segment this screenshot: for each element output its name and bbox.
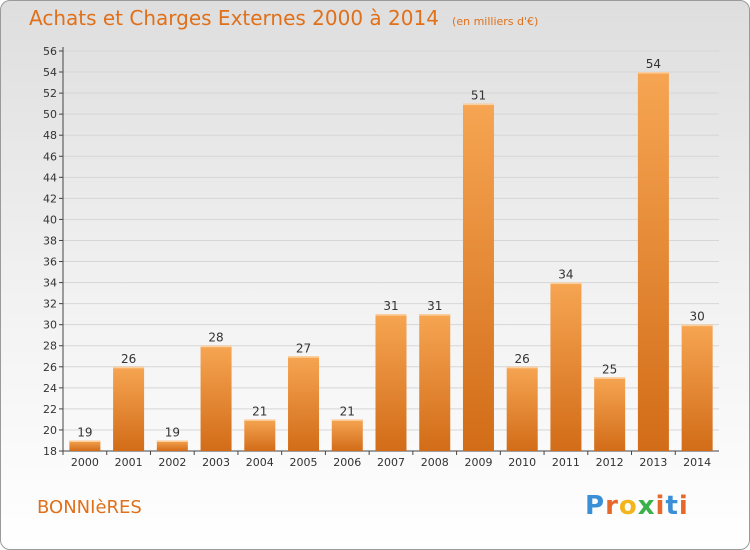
y-tick-label: 18 bbox=[43, 445, 57, 458]
bar-highlight bbox=[506, 366, 538, 369]
y-tick-label: 46 bbox=[43, 150, 57, 163]
bar bbox=[681, 324, 713, 451]
bar bbox=[113, 366, 145, 451]
bar-highlight bbox=[331, 419, 363, 421]
y-tick-label: 36 bbox=[43, 256, 57, 269]
x-tick-labels: 2000 2001 2002 2003 2004 2005 2006 2007 2008 2009… bbox=[71, 456, 711, 469]
bar-value-label: 19 bbox=[165, 425, 180, 439]
bar-highlight bbox=[594, 377, 626, 379]
logo-letter: i bbox=[678, 491, 689, 521]
bar-highlight bbox=[550, 282, 582, 285]
x-tick-label: 2008 bbox=[421, 456, 449, 469]
y-tick-label: 48 bbox=[43, 129, 57, 142]
chart-title: Achats et Charges Externes 2000 à 2014 bbox=[29, 6, 439, 30]
bar bbox=[550, 282, 582, 451]
bar bbox=[156, 440, 188, 451]
x-tick-label: 2003 bbox=[202, 456, 230, 469]
bar-highlight bbox=[462, 103, 494, 106]
bar-highlight bbox=[244, 419, 276, 421]
logo-letter: t bbox=[665, 491, 679, 521]
y-tick-label: 40 bbox=[43, 213, 57, 226]
y-tick-label: 54 bbox=[43, 66, 57, 79]
bar bbox=[288, 356, 320, 451]
bar-highlight bbox=[637, 72, 669, 74]
bar-value-label: 21 bbox=[252, 404, 267, 418]
logo-letter: o bbox=[618, 491, 638, 521]
bar bbox=[506, 366, 538, 451]
logo-letter: r bbox=[605, 491, 619, 521]
x-tick-label: 2010 bbox=[508, 456, 536, 469]
y-tick-label: 26 bbox=[43, 361, 57, 374]
proxiti-logo[interactable]: Proxiti bbox=[585, 491, 689, 521]
bar-highlight bbox=[69, 440, 101, 442]
bar bbox=[375, 314, 407, 451]
bar bbox=[200, 345, 232, 451]
bar-value-label: 28 bbox=[208, 331, 223, 345]
y-tick-label: 24 bbox=[43, 382, 57, 395]
y-tick-label: 34 bbox=[43, 277, 57, 290]
bar bbox=[419, 314, 451, 451]
x-tick-label: 2006 bbox=[333, 456, 361, 469]
y-tick-label: 28 bbox=[43, 340, 57, 353]
bar bbox=[462, 103, 494, 451]
x-tick-label: 2004 bbox=[246, 456, 274, 469]
bar-value-label: 26 bbox=[121, 352, 136, 366]
y-tick-label: 30 bbox=[43, 319, 57, 332]
bar bbox=[244, 419, 276, 451]
logo-letter: x bbox=[637, 491, 656, 521]
bar-highlight bbox=[419, 314, 451, 316]
x-tick-label: 2009 bbox=[464, 456, 492, 469]
y-tick-label: 50 bbox=[43, 108, 57, 121]
y-tick-label: 42 bbox=[43, 192, 57, 205]
x-tick-label: 2005 bbox=[290, 456, 318, 469]
x-tick-label: 2014 bbox=[683, 456, 711, 469]
bar-highlight bbox=[200, 345, 232, 348]
x-tick-label: 2000 bbox=[71, 456, 99, 469]
bar bbox=[69, 440, 101, 451]
bar-value-label: 30 bbox=[689, 310, 704, 324]
city-name: BONNIèRES bbox=[37, 497, 142, 518]
bar-value-label: 27 bbox=[296, 341, 311, 355]
bar-value-label: 26 bbox=[515, 352, 530, 366]
bar-highlight bbox=[113, 366, 145, 369]
y-tick-label: 20 bbox=[43, 424, 57, 437]
bar-value-label: 19 bbox=[77, 425, 92, 439]
x-tick-label: 2012 bbox=[596, 456, 624, 469]
y-tick-label: 32 bbox=[43, 298, 57, 311]
bar-highlight bbox=[288, 356, 320, 358]
x-tick-label: 2001 bbox=[115, 456, 143, 469]
logo-letter: P bbox=[585, 491, 606, 521]
x-tick-label: 2002 bbox=[158, 456, 186, 469]
x-tick-label: 2013 bbox=[639, 456, 667, 469]
value-labels: 19 26 19 28 21 27 21 31 31 51 26 34 25 54 30 bbox=[77, 57, 705, 439]
bar-highlight bbox=[375, 314, 407, 316]
y-tick-labels: 18 20 22 24 26 28 30 32 34 36 38 40 42 44 46 48 50 52 54 56 bbox=[43, 45, 57, 458]
bar-value-label: 54 bbox=[646, 57, 661, 71]
bars bbox=[69, 72, 713, 451]
bar-value-label: 34 bbox=[558, 268, 573, 282]
y-tick-label: 56 bbox=[43, 45, 57, 58]
title-row: Achats et Charges Externes 2000 à 2014 (… bbox=[29, 6, 538, 30]
bar-highlight bbox=[681, 324, 713, 327]
x-tick-label: 2007 bbox=[377, 456, 405, 469]
bar-highlight bbox=[156, 440, 188, 442]
bar-value-label: 21 bbox=[340, 404, 355, 418]
bar-value-label: 31 bbox=[383, 299, 398, 313]
bar bbox=[637, 72, 669, 451]
chart-subtitle: (en milliers d'€) bbox=[452, 15, 539, 28]
y-tick-label: 44 bbox=[43, 171, 57, 184]
logo-letter: i bbox=[655, 491, 666, 521]
bar-value-label: 51 bbox=[471, 89, 486, 103]
bar-value-label: 31 bbox=[427, 299, 442, 313]
bar bbox=[594, 377, 626, 451]
y-tick-label: 38 bbox=[43, 234, 57, 247]
y-tick-label: 52 bbox=[43, 87, 57, 100]
x-tick-label: 2011 bbox=[552, 456, 580, 469]
bar-value-label: 25 bbox=[602, 362, 617, 376]
y-tick-label: 22 bbox=[43, 403, 57, 416]
bar bbox=[331, 419, 363, 451]
